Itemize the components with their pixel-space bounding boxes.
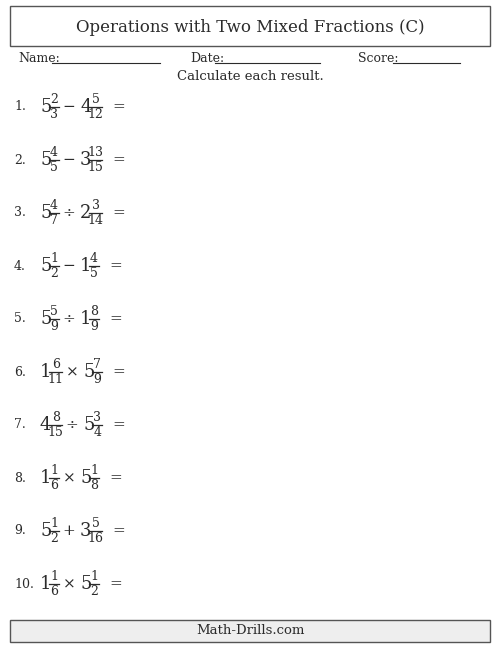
Text: +: + [62,524,76,538]
Text: =: = [109,259,122,273]
Text: Name:: Name: [18,52,60,65]
Text: 1: 1 [90,464,98,477]
Text: −: − [62,100,76,114]
Text: =: = [112,365,125,379]
Text: ÷: ÷ [66,418,78,432]
Text: 9.: 9. [14,525,26,538]
Text: 12: 12 [88,108,104,121]
Text: 11: 11 [48,373,64,386]
Text: 1: 1 [40,469,52,487]
Text: ÷: ÷ [62,312,76,326]
Text: 1: 1 [50,252,58,265]
Text: 5: 5 [83,363,94,381]
Text: 1: 1 [50,517,58,530]
Text: 8: 8 [52,411,60,424]
Text: 5: 5 [40,522,52,540]
Text: 5: 5 [40,204,52,222]
Text: =: = [112,524,125,538]
Text: 7.: 7. [14,419,26,432]
Text: 9: 9 [94,373,101,386]
Bar [10,620,490,642]
Text: 3: 3 [92,199,100,212]
Text: 2.: 2. [14,153,26,166]
Text: 5: 5 [80,469,92,487]
Text: 9: 9 [90,320,98,333]
Text: =: = [109,312,122,326]
Text: 6.: 6. [14,366,26,378]
Text: 3: 3 [80,522,92,540]
Text: ×: × [62,471,76,485]
Text: 10.: 10. [14,578,34,591]
Text: 4: 4 [90,252,98,265]
Text: 5: 5 [50,305,58,318]
Text: 13: 13 [88,146,104,159]
Text: 7: 7 [50,214,58,227]
Text: Calculate each result.: Calculate each result. [176,69,324,83]
Bar [10,6,490,46]
Text: 2: 2 [50,93,58,106]
Text: 6: 6 [50,479,58,492]
Text: 3.: 3. [14,206,26,219]
Text: 5: 5 [80,575,92,593]
Text: =: = [109,577,122,591]
Text: 9: 9 [50,320,58,333]
Text: 8.: 8. [14,472,26,485]
Text: =: = [109,471,122,485]
Text: 4.: 4. [14,259,26,272]
Text: 2: 2 [90,585,98,598]
Text: 15: 15 [48,426,64,439]
Text: 2: 2 [80,204,92,222]
Text: −: − [62,153,76,167]
Text: 2: 2 [50,532,58,545]
Text: 1: 1 [80,257,92,275]
Text: 6: 6 [50,585,58,598]
Text: 6: 6 [52,358,60,371]
Text: 7: 7 [94,358,101,371]
Text: =: = [112,206,125,220]
Text: Date:: Date: [190,52,224,65]
Text: 16: 16 [88,532,104,545]
Text: 1: 1 [50,464,58,477]
Text: 5: 5 [40,257,52,275]
Text: 5: 5 [83,416,94,434]
Text: 1: 1 [50,570,58,583]
Text: 4: 4 [94,426,102,439]
Text: 8: 8 [90,305,98,318]
Text: 1: 1 [40,575,52,593]
Text: ÷: ÷ [62,206,76,220]
Text: Math-Drills.com: Math-Drills.com [196,624,304,637]
Text: 4: 4 [50,146,58,159]
Text: =: = [112,100,125,114]
Text: 1.: 1. [14,100,26,113]
Text: 8: 8 [90,479,98,492]
Text: 4: 4 [50,199,58,212]
Text: 1: 1 [90,570,98,583]
Text: Operations with Two Mixed Fractions (C): Operations with Two Mixed Fractions (C) [76,19,424,36]
Text: =: = [112,418,125,432]
Text: 3: 3 [94,411,102,424]
Text: 3: 3 [50,108,58,121]
Text: 4: 4 [80,98,92,116]
Text: ×: × [62,577,76,591]
Text: 4: 4 [40,416,52,434]
Text: 5.: 5. [14,313,26,325]
Text: Score:: Score: [358,52,399,65]
Text: 3: 3 [80,151,92,169]
Text: −: − [62,259,76,273]
Text: 1: 1 [80,310,92,328]
Text: 15: 15 [88,161,104,174]
Text: 5: 5 [50,161,58,174]
Text: 5: 5 [90,267,98,280]
Text: 14: 14 [88,214,104,227]
Text: 5: 5 [40,151,52,169]
Text: =: = [112,153,125,167]
Text: 5: 5 [92,93,100,106]
Text: 5: 5 [40,98,52,116]
Text: 5: 5 [92,517,100,530]
Text: 1: 1 [40,363,52,381]
Text: ×: × [66,365,78,379]
Text: 2: 2 [50,267,58,280]
Text: 5: 5 [40,310,52,328]
